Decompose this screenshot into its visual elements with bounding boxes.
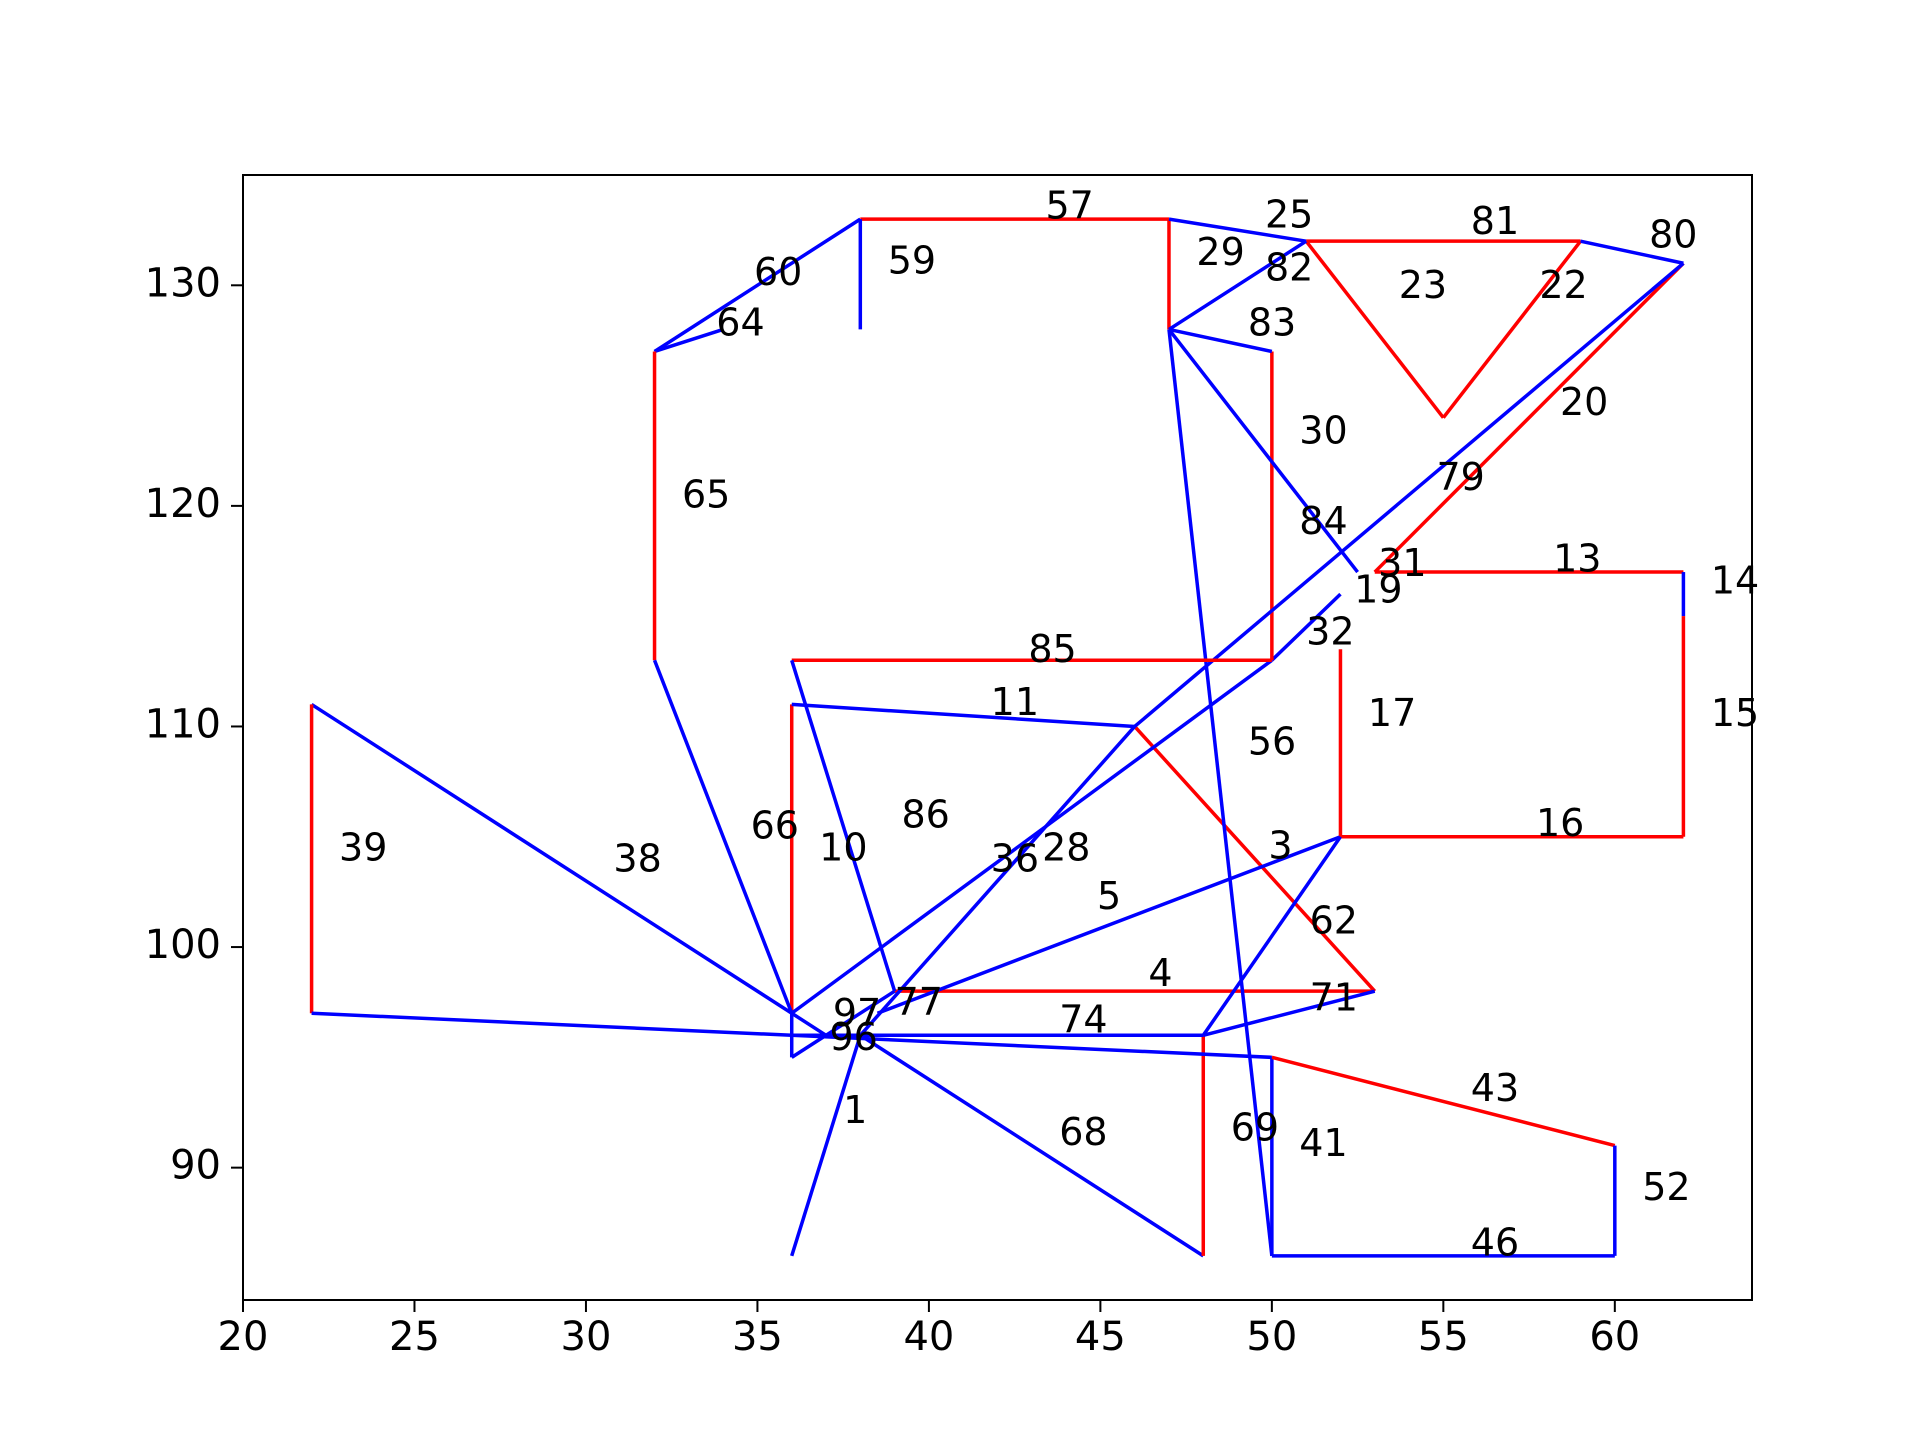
segment-line-36 xyxy=(790,658,1273,1015)
segment-line-28 xyxy=(859,725,1136,1037)
segment-label-66: 66 xyxy=(751,803,799,847)
segment-label-46: 46 xyxy=(1471,1220,1519,1264)
segment-label-77: 77 xyxy=(895,980,943,1024)
y-tick-label: 90 xyxy=(170,1143,221,1189)
segment-line-83 xyxy=(1168,327,1273,354)
segment-line-80 xyxy=(1580,239,1684,265)
segment-line-70 xyxy=(1202,989,1376,1037)
x-tick-label: 55 xyxy=(1418,1314,1469,1360)
segment-label-74: 74 xyxy=(1059,998,1107,1042)
segment-line-12 xyxy=(1270,592,1342,662)
segment-label-65: 65 xyxy=(682,473,730,517)
segment-line-11 xyxy=(791,702,1135,729)
y-tick-label: 120 xyxy=(145,481,221,527)
segment-label-3: 3 xyxy=(1268,823,1292,867)
segment-label-68: 68 xyxy=(1059,1110,1107,1154)
x-axis: 20 25 30 35 40 45 50 55 60 xyxy=(218,1300,1640,1360)
segment-line-43 xyxy=(1271,1055,1616,1148)
x-tick-label: 45 xyxy=(1075,1314,1126,1360)
segment-line-46 xyxy=(1168,217,1307,243)
plot-frame xyxy=(242,174,1753,1301)
segment-label-52: 52 xyxy=(1642,1165,1690,1209)
segment-label-56: 56 xyxy=(1248,720,1296,764)
segment-label-83: 83 xyxy=(1248,301,1296,345)
segment-label-39: 39 xyxy=(339,826,387,870)
segment-line-5 xyxy=(876,835,1342,1015)
x-tick-label: 35 xyxy=(732,1314,783,1360)
segment-label-43: 43 xyxy=(1471,1066,1519,1110)
segment-label-82: 82 xyxy=(1265,245,1313,289)
segment-label-20: 20 xyxy=(1560,380,1608,424)
segment-label-10: 10 xyxy=(819,826,867,870)
y-axis: 90 100 110 120 130 xyxy=(145,260,243,1189)
segment-label-1: 1 xyxy=(843,1088,867,1132)
segment-label-62: 62 xyxy=(1310,898,1358,942)
segments-layer xyxy=(309,217,1686,1258)
segment-label-31: 31 xyxy=(1378,541,1426,585)
segment-line-64 xyxy=(654,327,724,354)
segment-label-4: 4 xyxy=(1148,951,1172,995)
segment-label-64: 64 xyxy=(716,301,764,345)
segment-line-3 xyxy=(1133,725,1377,993)
segment-label-36: 36 xyxy=(991,837,1039,881)
y-tick-label: 110 xyxy=(145,701,221,747)
segment-label-17: 17 xyxy=(1368,691,1416,735)
segment-label-11: 11 xyxy=(991,680,1039,724)
segment-label-29: 29 xyxy=(1196,230,1244,274)
x-tick-label: 60 xyxy=(1589,1314,1640,1360)
segment-label-57: 57 xyxy=(1046,184,1094,228)
segment-line-20 xyxy=(1373,261,1685,574)
x-tick-label: 30 xyxy=(561,1314,612,1360)
segment-label-85: 85 xyxy=(1028,627,1076,671)
segment-label-59: 59 xyxy=(888,239,936,283)
segment-line-84 xyxy=(1167,328,1359,574)
segment-label-96: 96 xyxy=(829,1015,877,1059)
segment-labels-layer: 1345101113141516171920222325282930313236… xyxy=(339,184,1759,1265)
segment-label-97: 97 xyxy=(833,991,881,1035)
segment-line-77 xyxy=(790,989,896,1059)
segment-line-82 xyxy=(1168,239,1308,331)
segment-label-25: 25 xyxy=(1265,192,1313,236)
segment-line-22 xyxy=(1441,240,1582,419)
segment-label-5: 5 xyxy=(1097,874,1121,918)
segment-label-69: 69 xyxy=(1231,1106,1279,1150)
segment-label-32: 32 xyxy=(1306,609,1354,653)
segment-line-47 xyxy=(311,1011,792,1038)
segment-label-79: 79 xyxy=(1436,455,1484,499)
segment-line-79 xyxy=(1133,261,1685,728)
segment-line-23 xyxy=(1304,240,1445,419)
segment-label-13: 13 xyxy=(1553,537,1601,581)
segment-line-1 xyxy=(790,1034,862,1257)
segment-line-56 xyxy=(1167,329,1274,1257)
segment-line-86 xyxy=(790,659,897,992)
segment-label-16: 16 xyxy=(1536,801,1584,845)
y-tick-label: 100 xyxy=(145,922,221,968)
segment-label-28: 28 xyxy=(1042,826,1090,870)
segment-line-48 xyxy=(791,1033,1272,1060)
x-tick-label: 25 xyxy=(389,1314,440,1360)
segment-label-22: 22 xyxy=(1539,263,1587,307)
segment-label-71: 71 xyxy=(1310,976,1358,1020)
x-tick-label: 40 xyxy=(903,1314,954,1360)
x-tick-label: 20 xyxy=(218,1314,269,1360)
x-tick-label: 50 xyxy=(1246,1314,1297,1360)
y-tick-label: 130 xyxy=(145,260,221,306)
segment-label-19: 19 xyxy=(1354,567,1402,611)
segment-line-66 xyxy=(652,659,794,1014)
segment-label-86: 86 xyxy=(901,792,949,836)
segment-line-60 xyxy=(653,217,862,353)
segment-line-38 xyxy=(310,702,827,1037)
segment-label-30: 30 xyxy=(1299,409,1347,453)
segment-line-72 xyxy=(1201,835,1342,1037)
segment-label-60: 60 xyxy=(754,250,802,294)
segment-label-81: 81 xyxy=(1471,199,1519,243)
segment-label-80: 80 xyxy=(1649,212,1697,256)
segment-label-84: 84 xyxy=(1299,499,1347,543)
segment-line-68 xyxy=(859,1033,1205,1258)
segment-label-38: 38 xyxy=(613,837,661,881)
segment-label-41: 41 xyxy=(1299,1121,1347,1165)
segment-label-23: 23 xyxy=(1399,263,1447,307)
